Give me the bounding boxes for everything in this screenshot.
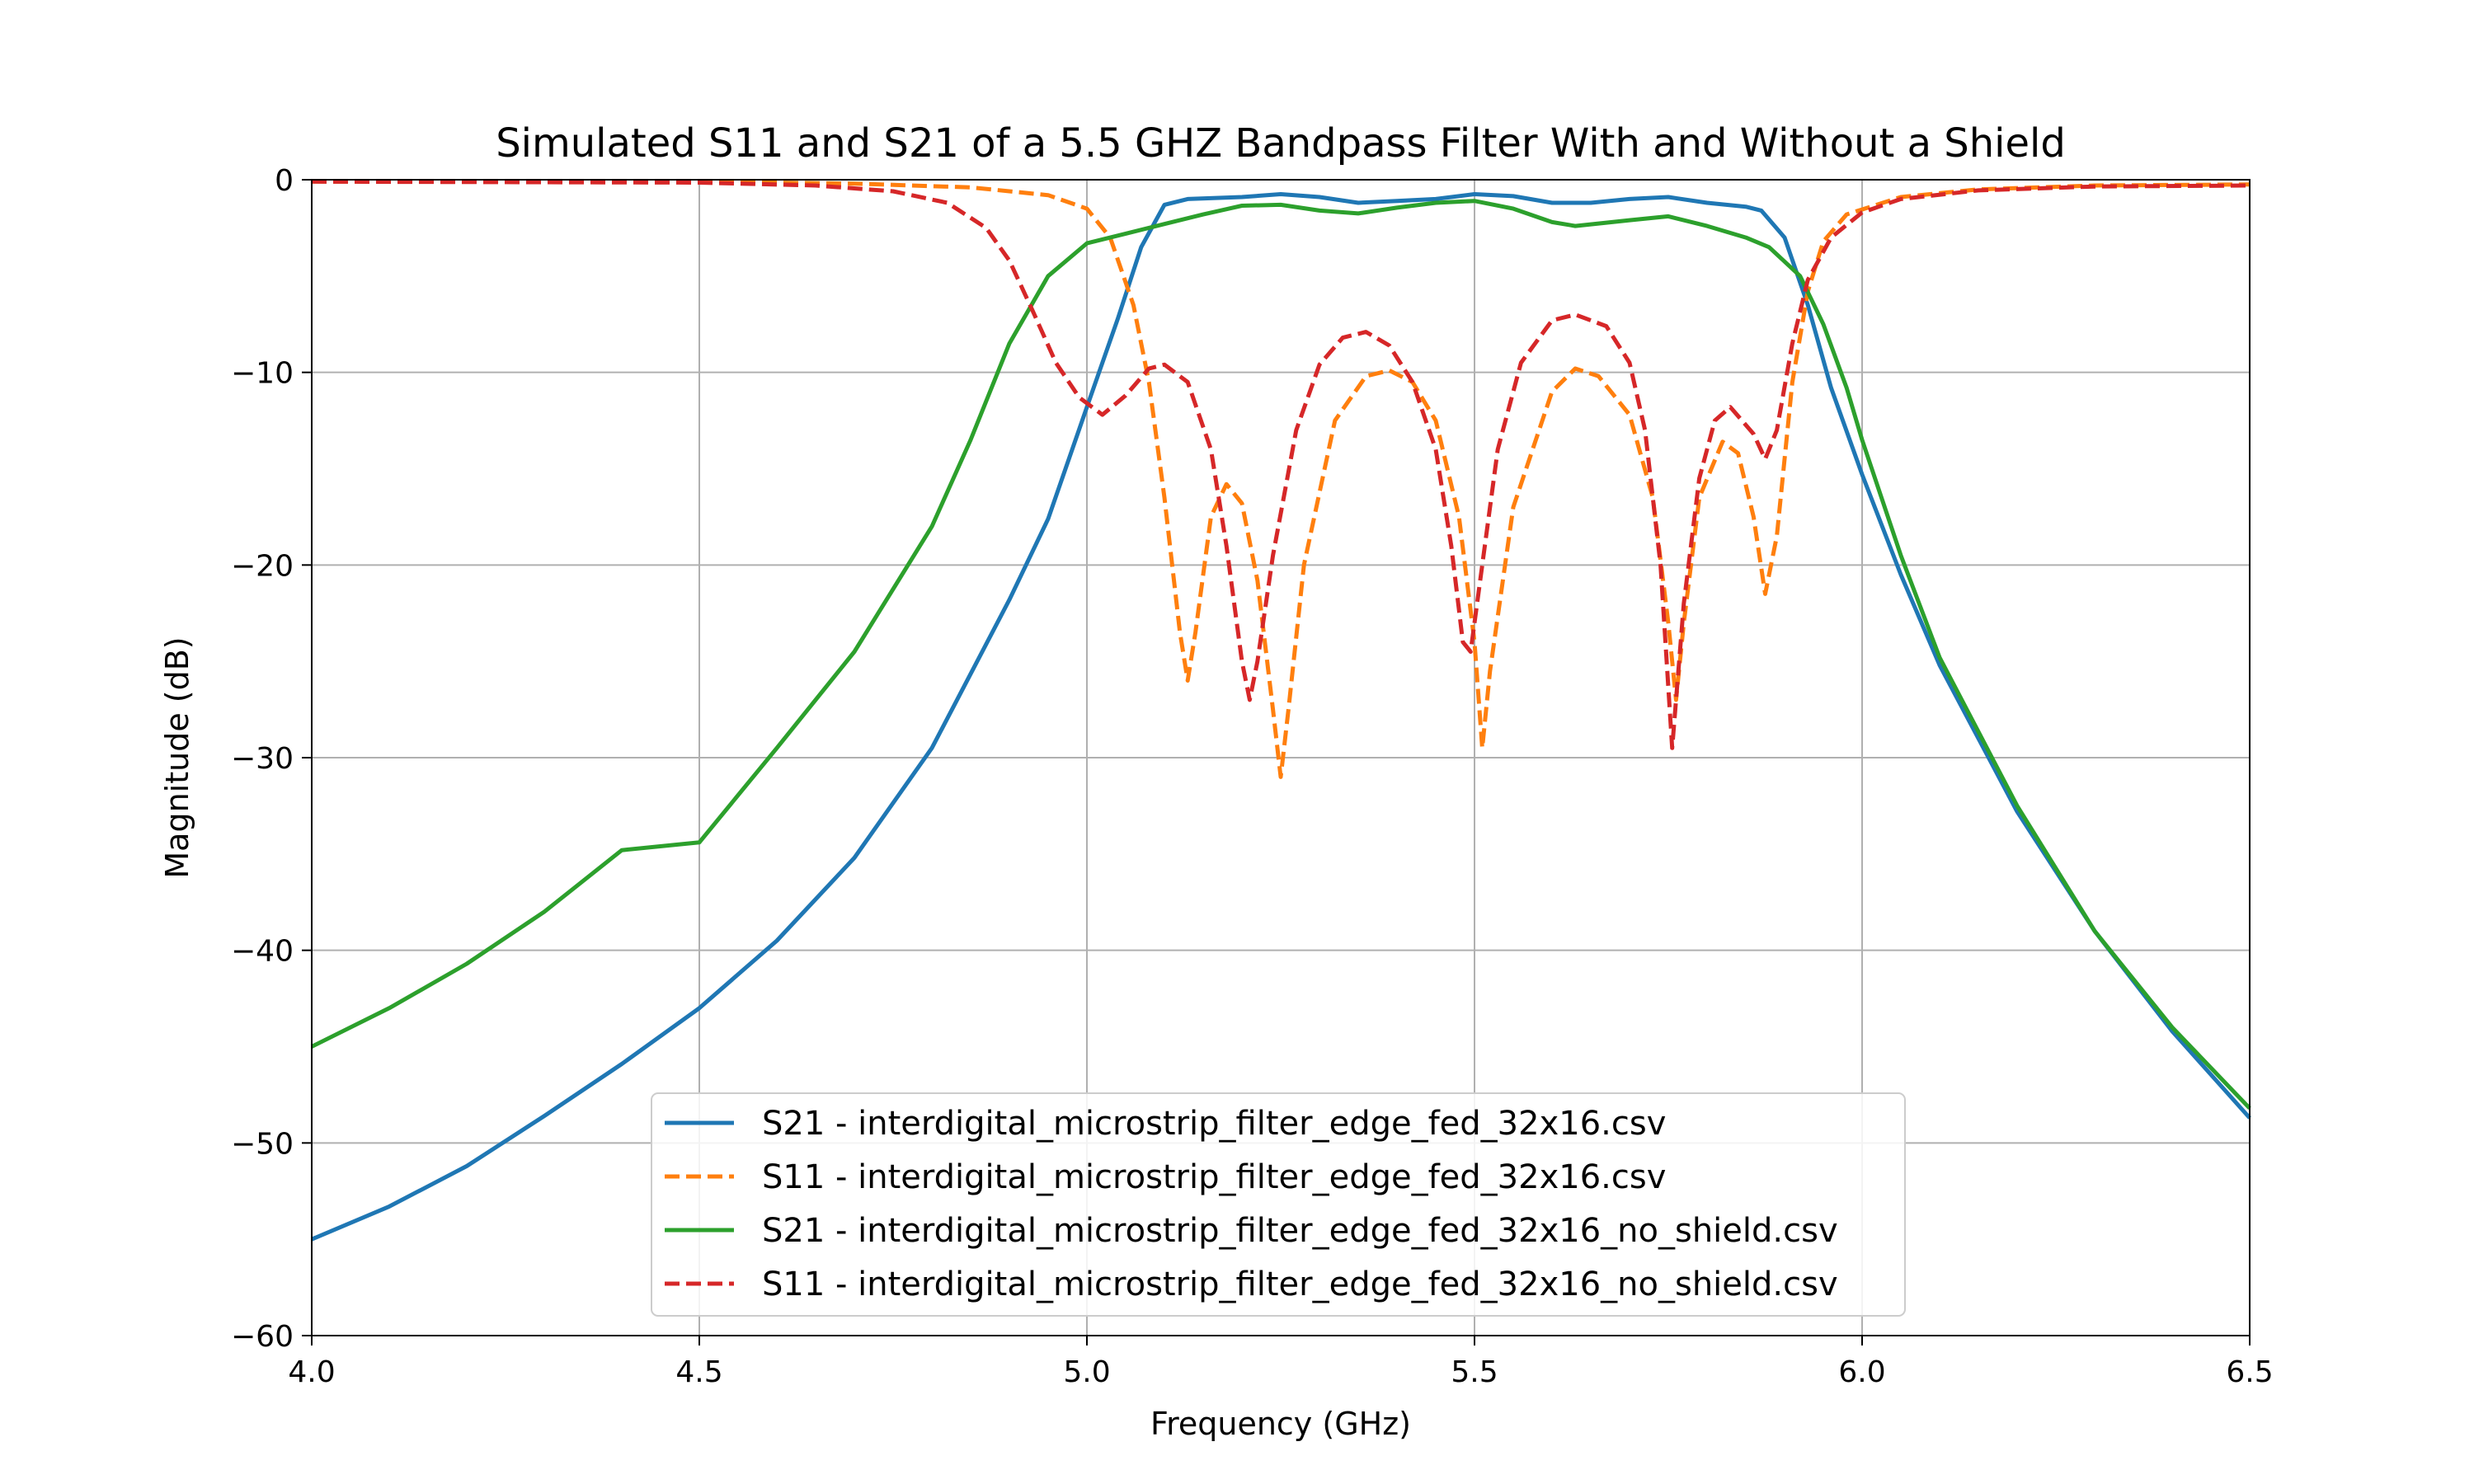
y-tick-label: 0	[275, 164, 294, 198]
legend-label-3: S21 - interdigital_microstrip_filter_edg…	[762, 1212, 1838, 1250]
series-layer	[310, 179, 2251, 1242]
y-tick-label: −30	[231, 742, 294, 776]
y-tick-label: −40	[231, 935, 294, 969]
x-tick-label: 6.5	[2226, 1355, 2273, 1389]
series-line-1	[311, 192, 2251, 1242]
x-tick-label: 4.0	[288, 1355, 335, 1389]
y-tick-label: −10	[231, 357, 294, 391]
x-tick-label: 5.5	[1451, 1355, 1498, 1389]
x-axis-label: Frequency (GHz)	[1150, 1406, 1411, 1442]
legend: S21 - interdigital_microstrip_filter_edg…	[651, 1092, 1906, 1317]
y-tick-label: −50	[231, 1127, 294, 1161]
y-axis-label: Magnitude (dB)	[159, 636, 195, 878]
series-line-3	[310, 199, 2251, 1111]
series-line-2	[312, 179, 2251, 779]
legend-label-1: S21 - interdigital_microstrip_filter_edg…	[762, 1105, 1666, 1143]
y-tick-label: −20	[231, 549, 294, 583]
x-tick-label: 4.5	[675, 1355, 722, 1389]
x-tick-label: 5.0	[1063, 1355, 1110, 1389]
legend-label-4: S11 - interdigital_microstrip_filter_edg…	[762, 1266, 1838, 1303]
legend-label-2: S11 - interdigital_microstrip_filter_edg…	[762, 1158, 1666, 1196]
chart-title: Simulated S11 and S21 of a 5.5 GHZ Bandp…	[496, 120, 2066, 167]
y-tick-label: −60	[231, 1320, 294, 1354]
legend-box	[651, 1092, 1906, 1317]
series-line-4	[311, 179, 2251, 750]
x-tick-label: 6.0	[1838, 1355, 1885, 1389]
ticks: 4.0 4.5 5.0 5.5 6.0 6.5 0 −10 −20 −30 −40 −50 −60	[231, 164, 2274, 1389]
